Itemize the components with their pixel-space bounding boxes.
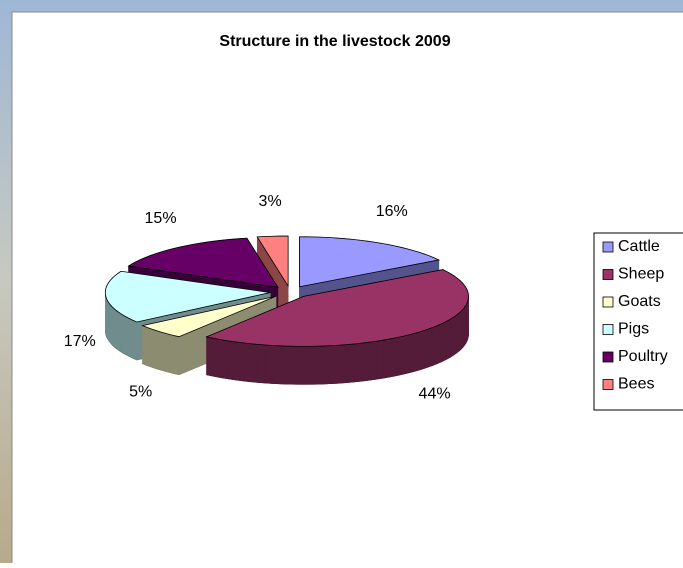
slice-side <box>462 307 464 347</box>
slice-side <box>438 323 443 363</box>
slice-side <box>384 339 391 378</box>
slice-side <box>447 319 451 359</box>
slice-side <box>391 337 398 376</box>
data-label: 44% <box>419 385 451 402</box>
legend-label: Cattle <box>618 238 660 255</box>
legend-label: Bees <box>618 376 654 393</box>
legend-label: Sheep <box>618 266 664 283</box>
slice-side <box>298 346 306 384</box>
legend-swatch <box>603 380 613 390</box>
slice-side <box>369 341 376 380</box>
legend-swatch <box>603 297 613 307</box>
slice-side <box>417 331 423 371</box>
data-label: 17% <box>64 333 96 350</box>
slice-side <box>451 317 455 357</box>
slice-side <box>362 342 370 381</box>
legend-label: Goats <box>618 293 661 310</box>
slice-side <box>410 333 416 373</box>
slice-side <box>338 345 346 384</box>
slice-side <box>121 314 125 354</box>
slice-side <box>117 311 120 351</box>
slice-side <box>306 346 314 384</box>
slice-side <box>330 345 338 383</box>
data-label: 16% <box>376 203 408 220</box>
slice-side <box>265 345 273 384</box>
legend-label: Pigs <box>618 321 649 338</box>
data-label: 3% <box>259 193 282 210</box>
slice-side <box>454 315 457 355</box>
slice-side <box>433 325 438 365</box>
data-label: 5% <box>129 384 152 401</box>
slice-side <box>124 316 128 356</box>
slice-side <box>398 336 405 375</box>
slice-side <box>128 318 132 358</box>
legend-label: Poultry <box>618 348 668 365</box>
slice-side <box>460 310 462 350</box>
slice-side <box>422 329 428 369</box>
slice-side <box>322 346 330 384</box>
chart-title: Structure in the livestock 2009 <box>219 33 450 50</box>
slice-side <box>457 312 460 352</box>
slice-side <box>290 346 298 384</box>
slice-side <box>354 343 362 382</box>
legend-swatch <box>603 270 613 280</box>
data-label: 15% <box>145 210 177 227</box>
slice-side <box>428 327 433 367</box>
legend-swatch <box>603 352 613 362</box>
slice-side <box>273 346 281 384</box>
slice-side <box>314 346 322 384</box>
slice-side <box>115 309 118 349</box>
legend-swatch <box>603 242 613 252</box>
slice-side <box>132 320 137 360</box>
slice-side <box>281 346 289 384</box>
slice-side <box>404 334 410 374</box>
slice-side <box>376 340 383 379</box>
slice-side <box>442 321 446 361</box>
legend-swatch <box>603 325 613 335</box>
slice-side <box>346 344 354 383</box>
